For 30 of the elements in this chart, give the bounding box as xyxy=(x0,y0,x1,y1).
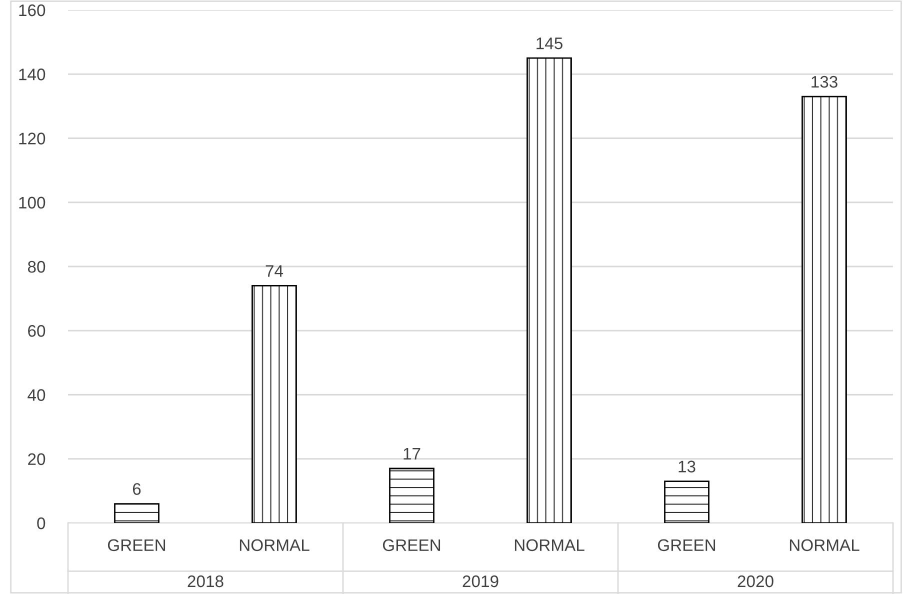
y-tick-label: 100 xyxy=(19,196,46,209)
bar xyxy=(114,503,160,523)
text: GREEN xyxy=(108,539,166,552)
series-label: GREEN xyxy=(382,539,440,552)
y-tick-label: 0 xyxy=(37,517,46,530)
y-tick-label: 20 xyxy=(28,453,46,466)
x-tick-label: 2020 xyxy=(738,575,774,588)
data-label: 17 xyxy=(404,448,420,460)
y-tick-label: 60 xyxy=(28,325,46,337)
data-label: 6 xyxy=(132,483,141,495)
text: NORMAL xyxy=(790,539,860,552)
data-label: 13 xyxy=(678,460,696,472)
y-tick-label: 80 xyxy=(28,260,46,273)
y-tick-label: 160 xyxy=(19,4,46,16)
x-tick-label: 2019 xyxy=(462,575,498,588)
bar xyxy=(664,480,710,523)
text: NORMAL xyxy=(240,539,310,552)
bar xyxy=(802,96,847,523)
bar xyxy=(389,468,434,523)
data-label: 133 xyxy=(812,76,838,88)
bar xyxy=(252,285,297,523)
text: GREEN xyxy=(658,539,716,552)
y-tick-label: 140 xyxy=(19,68,46,80)
data-label: 74 xyxy=(266,265,284,277)
bar xyxy=(526,57,572,523)
y-tick-label: 40 xyxy=(28,389,46,401)
y-tick-label: 120 xyxy=(19,132,46,144)
series-label: NORMAL xyxy=(514,539,584,552)
x-tick-label: 2018 xyxy=(188,575,224,588)
data-label: 145 xyxy=(536,38,562,50)
